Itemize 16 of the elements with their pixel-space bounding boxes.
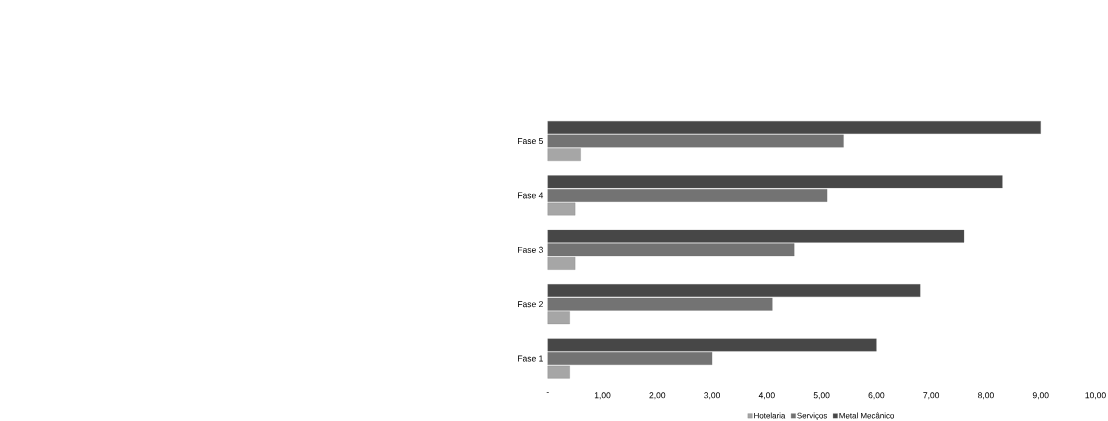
x-tick-label: 6,00: [868, 392, 885, 400]
y-tick-label: Fase 4: [518, 192, 544, 199]
y-tick-label: Fase 2: [518, 300, 543, 307]
x-tick-label: 5,00: [813, 392, 830, 400]
x-tick-label: 3,00: [704, 392, 720, 400]
x-tick-label: 10,00: [1085, 392, 1106, 400]
x-tick-label: 4,00: [758, 392, 775, 400]
x-tick-label: 1,00: [594, 392, 611, 400]
y-tick-label: Fase 3: [518, 246, 543, 253]
y-tick-label: Fase 1: [518, 355, 543, 362]
x-tick-label: 8,00: [978, 392, 994, 400]
x-tick-label: -: [546, 392, 549, 393]
x-tick-label: 7,00: [923, 392, 940, 400]
y-tick-label: Fase 5: [518, 137, 543, 144]
x-tick-label: 9,00: [1032, 392, 1049, 400]
x-tick-label: 2,00: [649, 392, 666, 400]
